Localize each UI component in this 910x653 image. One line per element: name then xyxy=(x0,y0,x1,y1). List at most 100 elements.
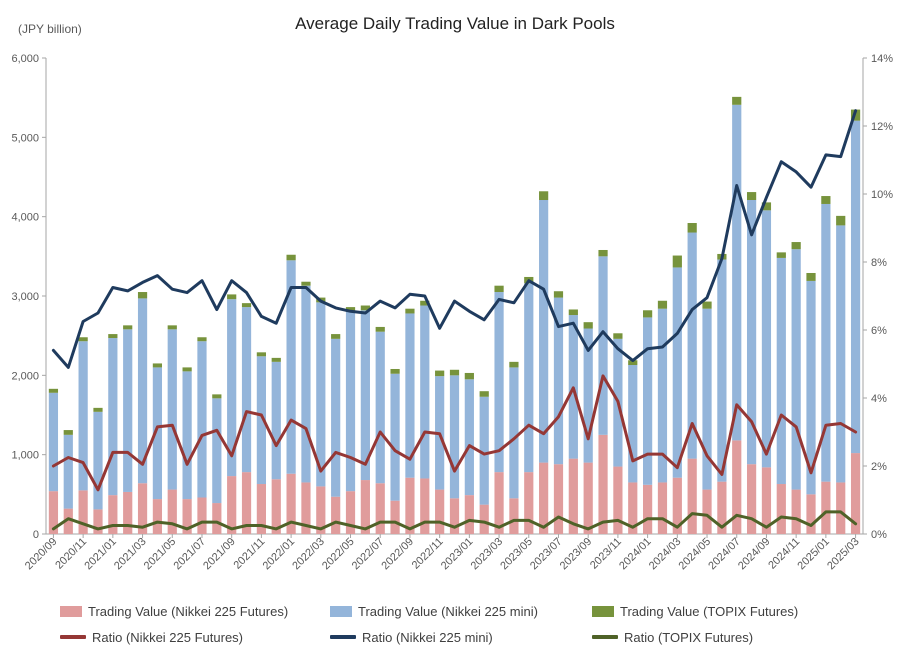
x-axis-tick-label: 2021/01 xyxy=(82,536,119,573)
x-axis-tick-label: 2022/05 xyxy=(320,536,357,573)
bar-topix xyxy=(479,391,489,397)
bar-mini xyxy=(78,341,88,491)
bar-mini xyxy=(850,120,861,454)
bar-mini xyxy=(375,331,385,484)
bar-mini xyxy=(286,260,296,474)
bar-nk225 xyxy=(405,477,415,534)
left-axis-tick-label: 5,000 xyxy=(11,132,39,144)
bar-nk225 xyxy=(197,497,207,534)
bar-mini xyxy=(152,367,163,500)
bar-nk225 xyxy=(850,453,861,534)
bar-topix xyxy=(331,334,341,339)
bar-topix xyxy=(256,352,266,357)
bar-topix xyxy=(821,196,831,204)
legend-swatch-tv-mini xyxy=(330,605,352,617)
bar-nk225 xyxy=(123,491,133,534)
chart-title: Average Daily Trading Value in Dark Pool… xyxy=(295,14,615,33)
bar-topix xyxy=(776,252,786,258)
bar-nk225 xyxy=(806,494,816,534)
bar-nk225 xyxy=(316,486,326,534)
bar-topix xyxy=(390,368,400,374)
legend-item-r-topix: Ratio (TOPIX Futures) xyxy=(592,630,842,645)
bar-nk225 xyxy=(702,489,712,534)
line-ratio-topix xyxy=(51,510,858,531)
legend-swatch-r-nk225 xyxy=(60,635,86,639)
legend-item-tv-nk225: Trading Value (Nikkei 225 Futures) xyxy=(60,604,330,619)
bar-nk225 xyxy=(212,503,222,534)
right-axis-tick-label: 4% xyxy=(871,393,887,405)
legend-item-tv-mini: Trading Value (Nikkei 225 mini) xyxy=(330,604,592,619)
bar-mini xyxy=(836,225,846,483)
bar-topix xyxy=(197,337,207,342)
bar-nk225 xyxy=(449,498,460,534)
bar-nk225 xyxy=(509,498,519,534)
bar-mini xyxy=(702,308,712,490)
bar-nk225 xyxy=(643,484,653,534)
bar-topix xyxy=(271,357,281,362)
bar-topix xyxy=(182,367,192,372)
bar-nk225 xyxy=(568,458,578,534)
x-axis-tick-label: 2021/09 xyxy=(201,536,238,573)
bar-mini xyxy=(776,257,786,485)
bar-mini xyxy=(48,392,59,492)
left-axis-tick-label: 0 xyxy=(33,529,39,541)
bar-nk225 xyxy=(524,472,534,534)
right-axis-tick-label: 12% xyxy=(871,121,893,133)
x-axis-tick-label: 2022/09 xyxy=(379,536,416,573)
bar-mini xyxy=(553,297,564,465)
x-axis-tick-label: 2023/03 xyxy=(469,536,506,573)
legend-label-tv-mini: Trading Value (Nikkei 225 mini) xyxy=(358,603,538,619)
left-axis-unit-label: (JPY billion) xyxy=(18,22,82,36)
bar-nk225 xyxy=(836,482,846,534)
bar-topix xyxy=(643,310,653,318)
bar-mini xyxy=(539,200,549,463)
bar-topix xyxy=(494,285,504,293)
legend-label-tv-topix: Trading Value (TOPIX Futures) xyxy=(620,603,799,619)
bar-nk225 xyxy=(345,491,356,534)
bar-nk225 xyxy=(717,481,727,534)
bar-nk225 xyxy=(286,473,296,534)
bar-topix xyxy=(583,322,593,329)
bar-topix xyxy=(613,333,623,339)
line-ratio-nk225 xyxy=(51,374,858,492)
x-axis-tick-label: 2024/05 xyxy=(677,536,714,573)
legend-label-tv-nk225: Trading Value (Nikkei 225 Futures) xyxy=(88,603,289,619)
right-axis-tick-label: 6% xyxy=(871,325,887,337)
bar-topix xyxy=(732,96,742,105)
x-axis-tick-label: 2025/01 xyxy=(795,536,832,573)
bar-topix xyxy=(93,407,103,412)
bar-topix xyxy=(152,363,163,368)
bar-mini xyxy=(791,249,801,490)
bar-topix xyxy=(672,255,682,268)
bar-nk225 xyxy=(227,476,237,534)
left-axis-tick-label: 3,000 xyxy=(11,291,39,303)
legend-item-r-nk225: Ratio (Nikkei 225 Futures) xyxy=(60,630,330,645)
bar-nk225 xyxy=(331,496,341,534)
line-ratio-mini xyxy=(51,109,858,369)
bar-topix xyxy=(553,291,564,298)
right-axis-tick-label: 8% xyxy=(871,257,887,269)
x-axis-tick-label: 2023/01 xyxy=(439,536,476,573)
bar-topix xyxy=(360,305,370,311)
bar-mini xyxy=(360,310,370,481)
bar-mini xyxy=(93,411,103,510)
right-axis-tick-label: 2% xyxy=(871,461,887,473)
bar-nk225 xyxy=(108,495,118,534)
bar-topix xyxy=(761,202,772,211)
bar-nk225 xyxy=(137,483,148,534)
bar-mini xyxy=(316,302,326,487)
bar-nk225 xyxy=(360,480,370,534)
bar-mini xyxy=(687,232,697,459)
bar-topix xyxy=(227,294,237,300)
bar-nk225 xyxy=(479,504,489,534)
x-axis-tick-label: 2022/03 xyxy=(290,536,327,573)
bar-mini xyxy=(256,356,266,485)
bar-topix xyxy=(241,303,252,308)
bar-nk225 xyxy=(746,464,757,534)
x-axis-tick-label: 2023/09 xyxy=(558,536,595,573)
bar-mini xyxy=(345,311,356,492)
bar-nk225 xyxy=(672,477,682,534)
left-axis-tick-label: 4,000 xyxy=(11,212,39,224)
x-axis-tick-label: 2021/05 xyxy=(142,536,179,573)
bar-topix xyxy=(137,292,148,299)
